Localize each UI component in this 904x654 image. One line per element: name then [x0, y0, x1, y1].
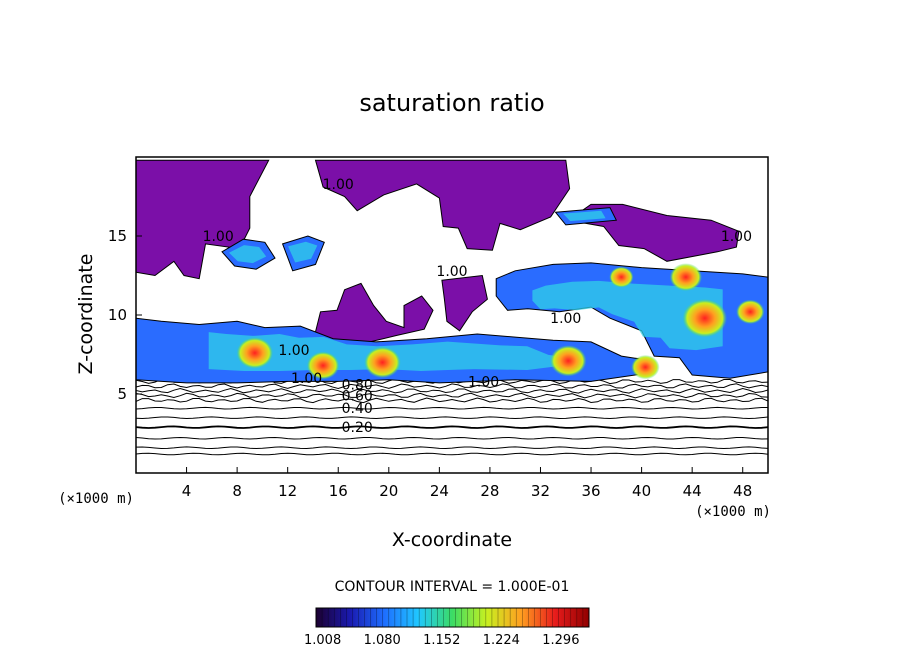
near-saturation-region-mid-center — [441, 274, 488, 332]
y-tick-label: 10 — [108, 306, 127, 324]
x-tick-label: 20 — [379, 482, 398, 500]
contour-label: 1.00 — [468, 374, 499, 390]
contour-label: 1.00 — [550, 311, 581, 327]
x-tick-label: 24 — [430, 482, 449, 500]
colorbar-label: 1.008 — [304, 633, 341, 648]
colorbar-label: 1.080 — [364, 633, 401, 648]
supersaturation-core-upper-mid-patch — [288, 241, 318, 263]
near-saturation-region-mid-left — [312, 282, 434, 344]
x-tick-label: 4 — [182, 482, 192, 500]
contour-line — [136, 383, 768, 390]
colorbar-label: 1.224 — [483, 633, 520, 648]
y-tick-label: 5 — [117, 385, 127, 403]
x-axis-label: X-coordinate — [392, 529, 512, 551]
x-tick-label: 32 — [531, 482, 550, 500]
supersaturation-core-upper-left-patch — [229, 245, 267, 264]
contour-label: 1.00 — [436, 264, 467, 280]
x-tick-label: 16 — [329, 482, 348, 500]
x-tick-label: 28 — [480, 482, 499, 500]
hotspot — [306, 351, 340, 380]
x-tick-label: 40 — [632, 482, 651, 500]
contour-label: 1.00 — [278, 343, 309, 359]
contour-label: 0.60 — [342, 389, 373, 405]
contour-labels: 0.20 0.400.600.80 1.00 1.00 1.00 1.00 1.00 1.00… — [203, 177, 752, 436]
x-tick-label: 12 — [278, 482, 297, 500]
contour-line — [136, 436, 768, 440]
contour-line — [136, 425, 768, 429]
hotspot — [236, 337, 274, 369]
supersaturation-hotspots — [236, 263, 765, 380]
contour-line — [136, 416, 768, 420]
contour-interval-label: CONTOUR INTERVAL = 1.000E-01 — [335, 579, 570, 595]
x-unit-label: (×1000 m) — [695, 504, 771, 520]
contour-label: 0.20 — [342, 420, 373, 436]
contour-line — [136, 406, 768, 410]
hotspot — [609, 266, 634, 288]
supersaturation-core-upper-right-layer — [532, 280, 723, 351]
chart-title: saturation ratio — [359, 89, 544, 117]
x-axis-ticks: 4 8 12 16 20 24 28 32 36 40 44 48 — [182, 467, 752, 500]
y-axis-label: Z-coordinate — [75, 254, 97, 375]
contour-label: 1.00 — [721, 229, 752, 245]
hotspot — [736, 299, 765, 325]
contour-label: 0.80 — [342, 378, 373, 394]
x-tick-label: 48 — [733, 482, 752, 500]
hotspot — [364, 346, 401, 379]
colorbar — [315, 607, 590, 628]
contour-line — [136, 397, 768, 404]
contour-label: 1.00 — [291, 371, 322, 387]
near-saturation-region-upper-middle — [314, 159, 571, 251]
colorbar-label: 1.296 — [542, 633, 579, 648]
y-tick-label: 15 — [108, 227, 127, 245]
hotspot — [682, 299, 728, 338]
y-axis-ticks: 5 10 15 — [108, 227, 142, 403]
contour-line — [136, 446, 768, 450]
x-tick-label: 8 — [232, 482, 242, 500]
contour-label: 1.00 — [203, 229, 234, 245]
x-tick-label: 36 — [581, 482, 600, 500]
contour-line — [136, 452, 768, 456]
hotspot — [669, 263, 703, 291]
contour-label: 1.00 — [323, 177, 354, 193]
colorbar-labels: 1.008 1.080 1.152 1.224 1.296 — [304, 633, 579, 648]
near-saturation-region-upper-left — [136, 159, 270, 280]
contour-label: 0.40 — [342, 401, 373, 417]
hotspot — [631, 354, 660, 380]
supersaturation-core-top-right-strip — [563, 210, 606, 222]
hotspot — [550, 345, 587, 377]
x-tick-label: 44 — [683, 482, 702, 500]
contour-line — [136, 387, 768, 394]
z-unit-label: (×1000 m) — [58, 491, 134, 507]
colorbar-label: 1.152 — [423, 633, 460, 648]
plot-area — [136, 157, 768, 473]
contour-line — [136, 392, 768, 399]
colorbar-ticks — [321, 608, 584, 627]
